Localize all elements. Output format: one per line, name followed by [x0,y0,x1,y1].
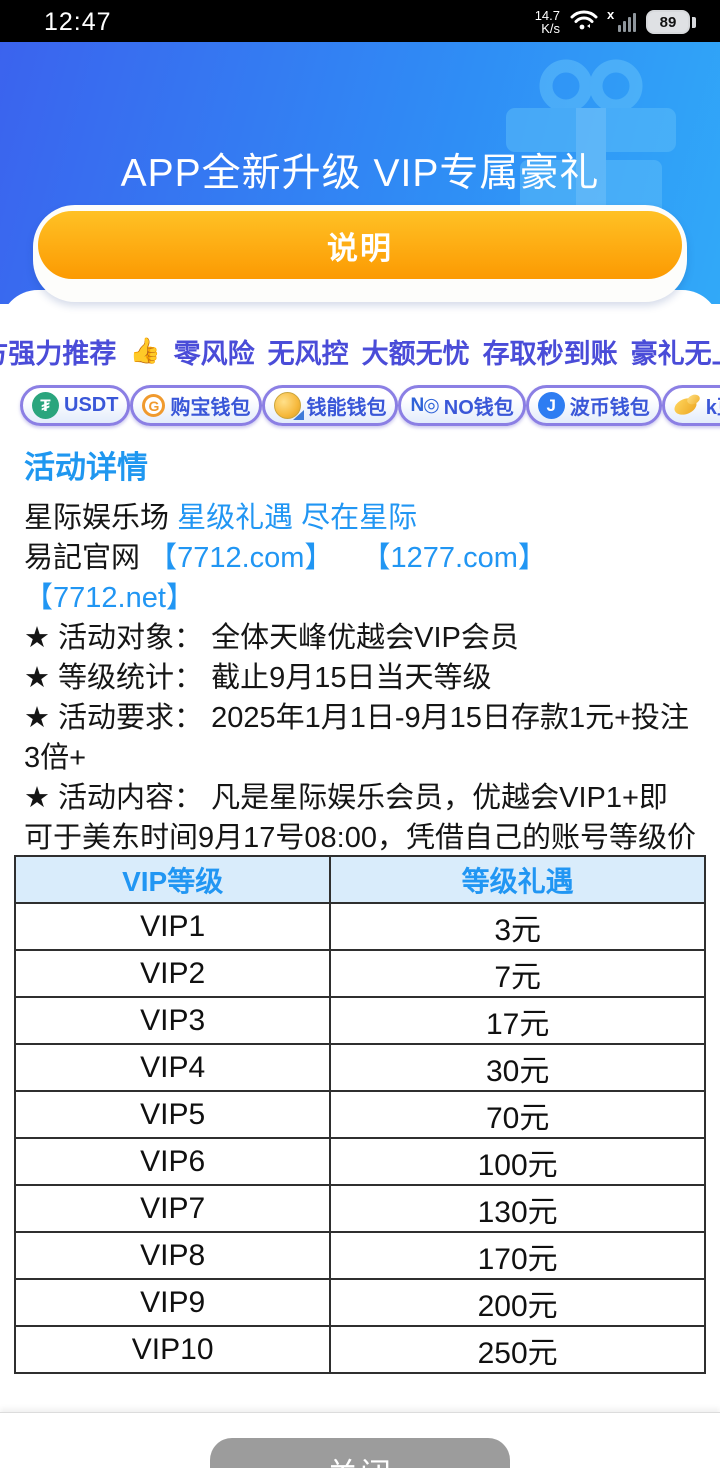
vip-reward: 200元 [329,1278,706,1327]
venue-line: 星际娱乐场 星级礼遇 尽在星际 [24,498,696,538]
wallet-label: NO钱包 [443,397,514,419]
network-speed: 14.7 K/s [535,9,560,35]
vip-reward: 170元 [329,1231,706,1280]
vip-reward: 17元 [329,996,706,1045]
vip-rewards-table: VIP等级 等级礼遇 VIP1 3元 VIP2 7元 VIP3 17元 VIP4 30元… [13,855,706,1374]
table-row: VIP7 130元 [13,1184,706,1233]
vip-level: VIP9 [13,1278,332,1327]
promo-item: 无风控 [267,339,349,369]
signal-x-label: x [607,7,615,22]
table-row: VIP3 17元 [13,996,706,1045]
wallet-badge-no[interactable]: N◎ NO钱包 [398,385,526,426]
bullet-label: ★ 活动要求： [24,702,212,734]
vip-level: VIP1 [13,902,332,951]
wallet-label: 购宝钱包 [170,397,251,419]
no-wallet-icon: N◎ [410,395,439,416]
network-speed-value: 14.7 [534,8,560,23]
promo-item: 存取秒到账 [482,339,618,369]
footer-bar: 关闭 [0,1412,720,1468]
wifi-icon [570,8,598,37]
promo-tagline: 官方强力推荐 👍 零风险 无风控 大额无忧 存取秒到账 豪礼无上限 [0,332,720,371]
venue-name: 星际娱乐场 [24,502,170,534]
official-site-label: 易記官网 [24,542,141,574]
battery-nub-icon [692,16,696,28]
vip-reward: 30元 [329,1043,706,1092]
bullet-text: 全体天峰优越会VIP会员 [211,622,519,654]
vip-level: VIP2 [13,949,332,998]
tether-icon: ₮ [32,392,59,419]
vip-reward: 70元 [329,1090,706,1139]
vip-level: VIP8 [13,1231,332,1280]
vip-reward: 250元 [329,1325,706,1374]
g-coin-icon: G [142,394,166,417]
wallet-badge-bobi[interactable]: J 波币钱包 [525,385,662,426]
table-row: VIP2 7元 [13,949,706,998]
wallet-label: k豆钱包 [705,397,720,419]
table-row: VIP5 70元 [13,1090,706,1139]
network-speed-unit: K/s [541,21,560,36]
table-row: VIP4 30元 [13,1043,706,1092]
vip-level: VIP5 [13,1090,332,1139]
status-time: 12:47 [44,7,112,36]
official-site-line: 易記官网 【7712.com】 【1277.com】 【7712.net】 [24,538,696,618]
column-header-reward: 等级礼遇 [329,855,706,904]
thumbs-up-icon: 👍 [129,337,161,365]
promo-item: 零风险 [173,339,255,369]
vip-level: VIP3 [13,996,332,1045]
bullet-text: 2025年1月1日-9月15日存款1元+投注3倍+ [24,702,690,774]
signal-icon: x [606,7,636,35]
vip-level: VIP6 [13,1137,332,1186]
table-header-row: VIP等级 等级礼遇 [13,855,706,904]
vip-reward: 130元 [329,1184,706,1233]
battery-percent: 89 [646,10,690,34]
wallet-badge-goubao[interactable]: G 购宝钱包 [130,385,263,426]
bullet-requirement: ★ 活动要求： 2025年1月1日-9月15日存款1元+投注3倍+ [24,698,696,778]
table-row: VIP1 3元 [13,902,706,951]
wallet-badge-qianneng[interactable]: 钱能钱包 [262,385,399,426]
wallet-badges-row: ₮ USDT G 购宝钱包 钱能钱包 N◎ NO钱包 J 波币钱包 k豆钱包 [20,385,720,426]
wallet-badge-kdou[interactable]: k豆钱包 [661,385,720,426]
site-link[interactable]: 【1277.com】 [361,542,547,574]
close-button[interactable]: 关闭 [210,1438,510,1468]
promo-item: 豪礼无上限 [630,339,720,369]
table-row: VIP9 200元 [13,1278,706,1327]
promo-item: 大额无忧 [361,339,470,369]
venue-tagline: 星级礼遇 尽在星际 [177,502,418,534]
bullet-label: ★ 活动内容： [24,782,212,814]
vip-level: VIP4 [13,1043,332,1092]
wallet-label: 波币钱包 [569,397,650,419]
signal-bars-icon [618,13,636,32]
bullet-text: 截止9月15日当天等级 [211,662,492,694]
wallet-label: USDT [64,394,119,416]
bobi-coin-icon: J [537,392,565,419]
bullet-level-count: ★ 等级统计： 截止9月15日当天等级 [24,658,696,698]
vip-level: VIP10 [13,1325,332,1374]
vip-reward: 7元 [329,949,706,998]
bullet-label: ★ 活动对象： [24,622,212,654]
activity-details: 活动详情 星际娱乐场 星级礼遇 尽在星际 易記官网 【7712.com】 【12… [0,448,720,898]
explain-button[interactable]: 说明 [38,211,682,279]
wallet-badge-usdt[interactable]: ₮ USDT [20,385,131,426]
page-title: APP全新升级 VIP专属豪礼 [120,152,600,195]
bullet-label: ★ 等级统计： [24,662,212,694]
table-row: VIP10 250元 [13,1325,706,1374]
battery-icon: 89 [646,10,696,34]
status-bar: 12:47 14.7 K/s x 89 [0,0,720,42]
wallet-label: 钱能钱包 [306,397,387,419]
table-row: VIP8 170元 [13,1231,706,1280]
column-header-level: VIP等级 [13,855,332,904]
vip-reward: 100元 [329,1137,706,1186]
site-link[interactable]: 【7712.com】 [148,542,334,574]
vip-reward: 3元 [329,902,706,951]
table-row: VIP6 100元 [13,1137,706,1186]
gold-coins-icon [274,392,305,420]
details-heading: 活动详情 [24,450,148,485]
gold-bean-icon [674,392,701,419]
promo-item: 官方强力推荐 [0,339,117,369]
site-link[interactable]: 【7712.net】 [24,582,195,614]
bullet-target: ★ 活动对象： 全体天峰优越会VIP会员 [24,618,696,658]
vip-level: VIP7 [13,1184,332,1233]
